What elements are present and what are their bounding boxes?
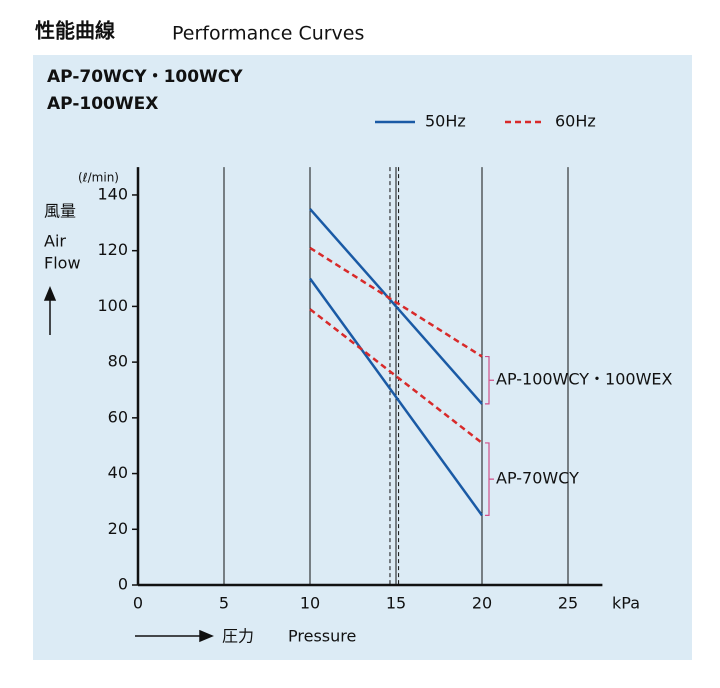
curve — [308, 277, 484, 517]
curve — [309, 208, 483, 405]
x-arrow — [135, 629, 214, 643]
x-label: 圧力 — [222, 627, 254, 646]
model-label: AP-70WCY — [496, 469, 579, 488]
x-unit: kPa — [612, 594, 640, 613]
x-tick-label: 15 — [386, 594, 406, 613]
y-tick-label: 0 — [118, 575, 128, 594]
y-label: Flow — [44, 254, 81, 273]
y-tick-label: 80 — [108, 352, 128, 371]
legend-label: 50Hz — [425, 112, 466, 131]
x-label: Pressure — [288, 627, 356, 646]
subtitle: AP-100WEX — [47, 94, 158, 114]
x-tick-label: 10 — [300, 594, 320, 613]
y-tick-label: 120 — [97, 240, 128, 259]
y-tick-label: 140 — [97, 184, 128, 203]
y-tick-label: 60 — [108, 407, 128, 426]
y-unit: (ℓ/min) — [78, 171, 119, 185]
y-label: Air — [44, 232, 66, 251]
model-label: AP-100WCY・100WEX — [496, 370, 673, 389]
y-tick-label: 100 — [97, 296, 128, 315]
x-tick-label: 25 — [558, 594, 578, 613]
chart-title: 性能曲線 — [35, 19, 115, 43]
bracket — [485, 355, 494, 405]
bracket — [485, 442, 494, 516]
legend-label: 60Hz — [555, 112, 596, 131]
y-tick-label: 40 — [108, 463, 128, 482]
curve — [309, 246, 483, 358]
chart-title-en: Performance Curves — [172, 23, 364, 45]
y-label: 風量 — [44, 202, 76, 221]
x-tick-label: 5 — [219, 594, 229, 613]
x-tick-label: 0 — [133, 594, 143, 613]
panel — [33, 55, 692, 660]
y-arrow — [43, 286, 57, 335]
x-tick-label: 20 — [472, 594, 492, 613]
curve — [309, 308, 483, 444]
y-tick-label: 20 — [108, 519, 128, 538]
subtitle: AP-70WCY・100WCY — [47, 67, 243, 87]
